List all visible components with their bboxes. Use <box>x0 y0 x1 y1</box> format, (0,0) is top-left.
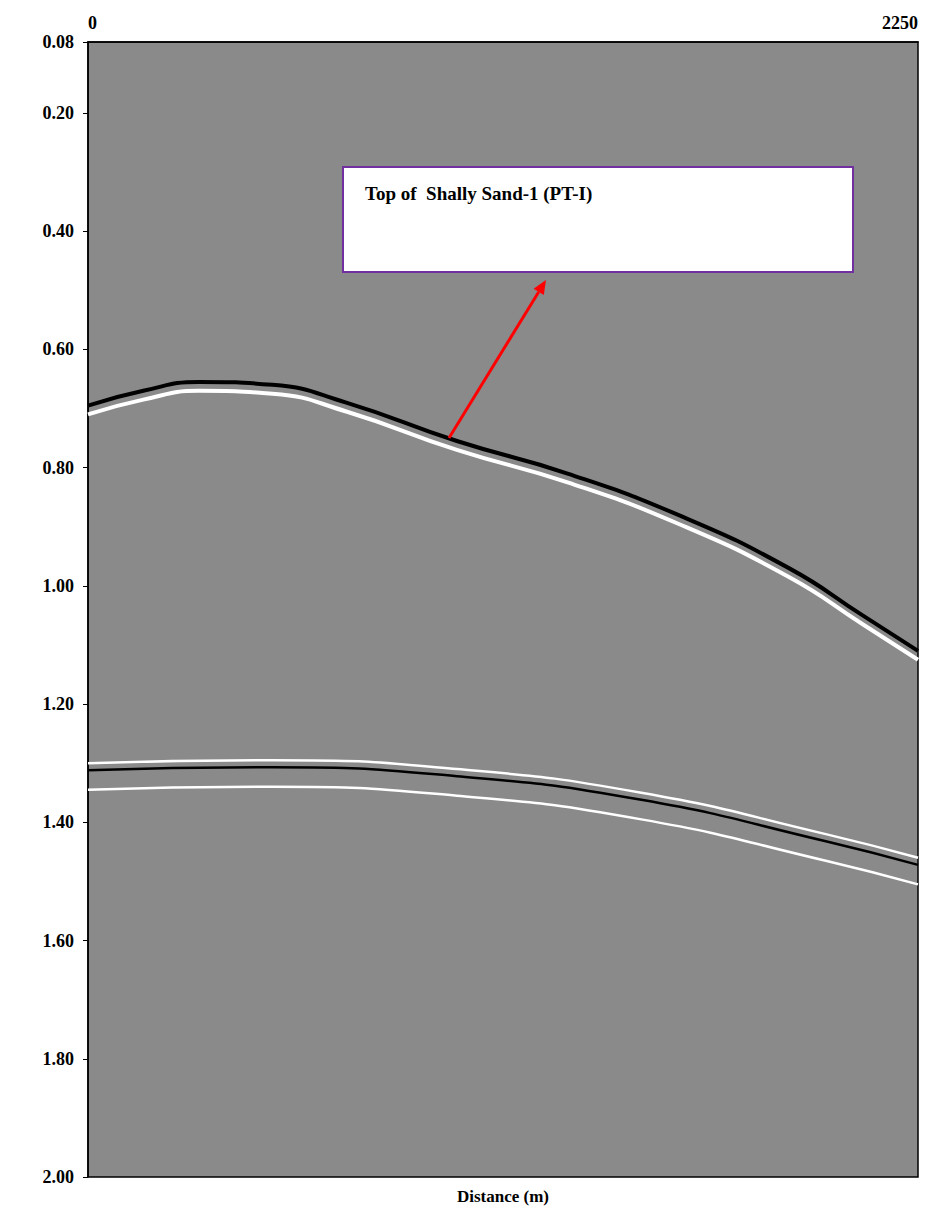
svg-text:0.08: 0.08 <box>43 32 75 52</box>
svg-text:1.60: 1.60 <box>43 931 75 951</box>
svg-text:0.80: 0.80 <box>43 458 75 478</box>
svg-text:Distance (m): Distance (m) <box>457 1187 549 1206</box>
svg-text:1.00: 1.00 <box>43 576 75 596</box>
svg-text:0.40: 0.40 <box>43 221 75 241</box>
svg-text:Top of Shally Sand-1 (PT-I): Top of Shally Sand-1 (PT-I) <box>365 183 592 205</box>
svg-text:2250: 2250 <box>882 13 918 33</box>
svg-text:0.60: 0.60 <box>43 339 75 359</box>
svg-text:0.20: 0.20 <box>43 103 75 123</box>
svg-text:1.80: 1.80 <box>43 1049 75 1069</box>
svg-text:0: 0 <box>88 13 97 33</box>
svg-text:2.00: 2.00 <box>43 1167 75 1187</box>
svg-text:1.20: 1.20 <box>43 694 75 714</box>
svg-text:1.40: 1.40 <box>43 812 75 832</box>
